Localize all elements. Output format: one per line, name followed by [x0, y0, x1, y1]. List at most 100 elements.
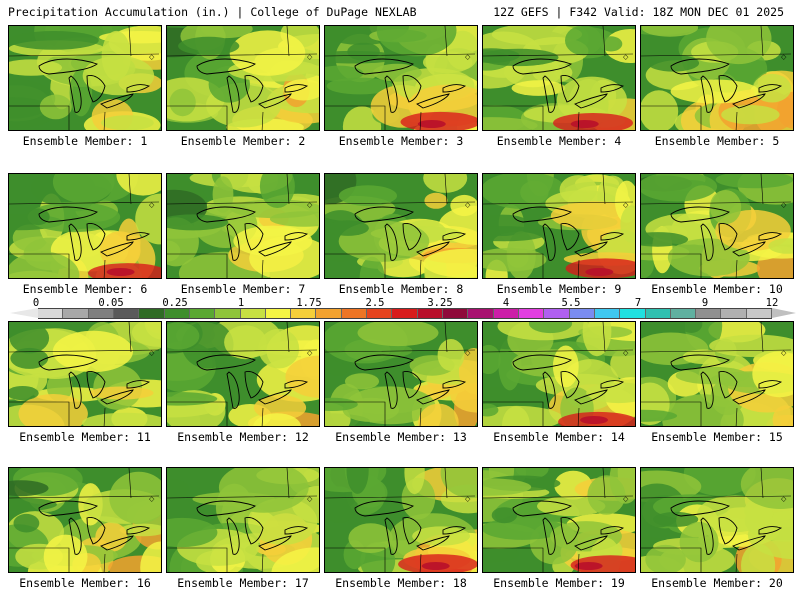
ensemble-panel-8: ◇	[324, 173, 478, 279]
ensemble-label-4: Ensemble Member: 4	[496, 134, 622, 148]
colorbar-swatch-24	[645, 309, 671, 318]
colorbar-swatch-12	[341, 309, 368, 318]
ensemble-label-2: Ensemble Member: 2	[180, 134, 306, 148]
map-title: Precipitation Accumulation (in.) | Colle…	[8, 5, 417, 19]
ensemble-panel-4: ◇	[482, 25, 636, 131]
ensemble-label-3: Ensemble Member: 3	[338, 134, 464, 148]
colorbar-swatch-4	[139, 309, 165, 318]
svg-text:◇: ◇	[465, 201, 471, 209]
ensemble-label-12: Ensemble Member: 12	[177, 430, 309, 444]
colorbar-tick-label: 4	[502, 297, 510, 309]
ensemble-label-1: Ensemble Member: 1	[22, 134, 148, 148]
ensemble-label-10: Ensemble Member: 10	[651, 282, 783, 296]
svg-text:◇: ◇	[307, 201, 313, 209]
colorbar-swatch-21	[569, 309, 595, 318]
colorbar-swatch-23	[620, 309, 646, 318]
ensemble-label-11: Ensemble Member: 11	[19, 430, 151, 444]
svg-text:◇: ◇	[307, 495, 313, 503]
colorbar-swatch-11	[316, 309, 342, 318]
colorbar-arrow-right	[772, 308, 796, 318]
colorbar-strip	[38, 308, 773, 319]
colorbar-swatch-10	[291, 309, 317, 318]
svg-text:◇: ◇	[307, 349, 313, 357]
ensemble-panel-9: ◇	[482, 173, 636, 279]
svg-text:◇: ◇	[781, 495, 787, 503]
colorbar-tick-label: 12	[765, 297, 779, 309]
svg-text:◇: ◇	[465, 349, 471, 357]
ensemble-label-8: Ensemble Member: 8	[338, 282, 464, 296]
colorbar-swatch-25	[670, 309, 697, 318]
colorbar-swatch-2	[88, 309, 114, 318]
ensemble-label-17: Ensemble Member: 17	[177, 576, 309, 590]
ensemble-panel-15: ◇	[640, 321, 794, 427]
colorbar-tick-label: 0.25	[162, 297, 188, 309]
svg-text:◇: ◇	[465, 495, 471, 503]
ensemble-label-14: Ensemble Member: 14	[493, 430, 625, 444]
ensemble-panel-20: ◇	[640, 467, 794, 573]
ensemble-label-18: Ensemble Member: 18	[335, 576, 467, 590]
header: Precipitation Accumulation (in.) | Colle…	[0, 5, 800, 23]
colorbar-swatch-22	[594, 309, 621, 318]
ensemble-label-13: Ensemble Member: 13	[335, 430, 467, 444]
colorbar: 0 0.05 0.25 1 1.75 2.5 3.25 4 5.5 7 9 12	[8, 297, 796, 319]
svg-text:◇: ◇	[781, 349, 787, 357]
svg-text:◇: ◇	[623, 495, 629, 503]
colorbar-swatch-13	[367, 309, 393, 318]
colorbar-swatch-6	[189, 309, 216, 318]
ensemble-panel-5: ◇	[640, 25, 794, 131]
ensemble-panel-18: ◇	[324, 467, 478, 573]
ensemble-label-16: Ensemble Member: 16	[19, 576, 151, 590]
colorbar-swatch-5	[164, 309, 190, 318]
svg-text:◇: ◇	[149, 201, 155, 209]
ensemble-panel-11: ◇	[8, 321, 162, 427]
ensemble-panel-14: ◇	[482, 321, 636, 427]
colorbar-swatch-16	[443, 309, 469, 318]
colorbar-swatch-0	[38, 309, 64, 318]
svg-text:◇: ◇	[781, 201, 787, 209]
colorbar-swatch-14	[392, 309, 418, 318]
ensemble-label-20: Ensemble Member: 20	[651, 576, 783, 590]
ensemble-panel-2: ◇	[166, 25, 320, 131]
ensemble-panel-1: ◇	[8, 25, 162, 131]
ensemble-panel-6: ◇	[8, 173, 162, 279]
colorbar-tick-label: 1.75	[296, 297, 322, 309]
colorbar-swatch-3	[113, 309, 140, 318]
ensemble-panel-12: ◇	[166, 321, 320, 427]
colorbar-swatch-27	[721, 309, 747, 318]
colorbar-tick-label: 0.05	[98, 297, 124, 309]
colorbar-swatch-20	[544, 309, 570, 318]
svg-text:◇: ◇	[623, 201, 629, 209]
ensemble-panel-10: ◇	[640, 173, 794, 279]
ensemble-panel-16: ◇	[8, 467, 162, 573]
ensemble-label-9: Ensemble Member: 9	[496, 282, 622, 296]
colorbar-tick-label: 7	[634, 297, 642, 309]
ensemble-panel-7: ◇	[166, 173, 320, 279]
svg-text:◇: ◇	[465, 53, 471, 61]
colorbar-tick-label: 5.5	[561, 297, 581, 309]
colorbar-swatch-7	[215, 309, 241, 318]
svg-text:◇: ◇	[623, 53, 629, 61]
colorbar-swatch-1	[63, 309, 89, 318]
colorbar-swatch-28	[746, 309, 773, 318]
colorbar-tick-label: 9	[701, 297, 709, 309]
colorbar-tick-label: 0	[32, 297, 40, 309]
colorbar-arrow-left	[10, 308, 38, 318]
colorbar-tick-label: 1	[237, 297, 245, 309]
ensemble-label-7: Ensemble Member: 7	[180, 282, 306, 296]
colorbar-swatch-8	[240, 309, 266, 318]
svg-text:◇: ◇	[149, 495, 155, 503]
colorbar-swatch-17	[468, 309, 494, 318]
ensemble-label-19: Ensemble Member: 19	[493, 576, 625, 590]
colorbar-swatch-26	[696, 309, 722, 318]
colorbar-tick-label: 3.25	[427, 297, 453, 309]
colorbar-swatch-15	[417, 309, 443, 318]
ensemble-panel-19: ◇	[482, 467, 636, 573]
run-info: 12Z GEFS | F342 Valid: 18Z MON DEC 01 20…	[493, 5, 784, 19]
ensemble-panel-3: ◇	[324, 25, 478, 131]
svg-text:◇: ◇	[623, 349, 629, 357]
ensemble-label-6: Ensemble Member: 6	[22, 282, 148, 296]
ensemble-label-15: Ensemble Member: 15	[651, 430, 783, 444]
ensemble-panel-17: ◇	[166, 467, 320, 573]
ensemble-panel-13: ◇	[324, 321, 478, 427]
colorbar-swatch-19	[518, 309, 545, 318]
